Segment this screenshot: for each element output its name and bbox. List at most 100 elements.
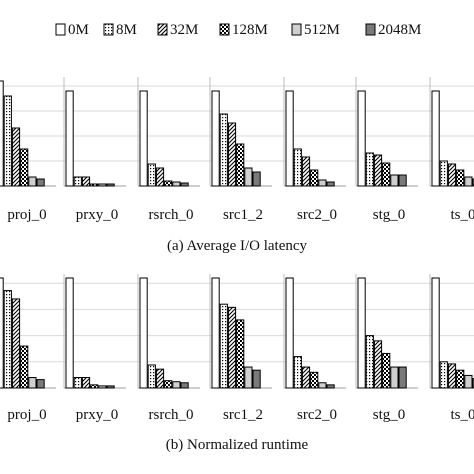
tick-label-rsrch-0: rsrch_0 [149,407,194,423]
bar-ts-0-512m [464,374,473,389]
bar-proj-0-32m [11,127,21,187]
tick-label-proj-0: proj_0 [7,407,46,423]
tick-label-stg-0: stg_0 [373,407,406,423]
bar-src1-2-512m [244,167,253,187]
bar-prxy-0-2048m [106,385,115,389]
legend-label-128m: 128M [232,22,268,38]
bar-prxy-0-8m [73,176,82,187]
bar-src2-0-128m [310,371,319,389]
tick-label-src2-0: src2_0 [297,207,337,223]
bar-rsrch-0-512m [172,181,181,187]
bar-src1-2-128m [236,319,245,389]
bar-ts-0-0m [431,277,440,389]
panel-normalized-runtime: proj_0 prxy_0 rsrch_0 src1_2 src2_0 stg_0 ts_0… [0,274,474,453]
bar-stg-0-0m [357,90,366,187]
bar-stg-0-8m [365,152,374,187]
legend-label-32m: 32M [170,22,198,38]
tick-label-prxy-0: prxy_0 [76,207,119,223]
bar-rsrch-0-32m [155,167,165,187]
bar-stg-0-32m [373,340,383,389]
legend-swatch-512m [291,23,302,36]
bar-proj-0-0m [0,80,4,187]
legend-swatch-0m [55,23,66,36]
legend-swatch-2048m [365,23,376,36]
chart-legend: 0M 8M 32M 128M 512M 2048M [55,22,421,38]
legend-label-512m: 512M [304,22,340,38]
bar-src1-2-8m [219,113,228,187]
bar-ts-0-128m [456,369,465,389]
bar-prxy-0-32m [81,176,91,187]
bar-proj-0-128m [20,148,29,187]
bar-ts-0-128m [456,169,465,187]
bar-rsrch-0-0m [139,277,148,389]
bar-src1-2-0m [211,90,220,187]
bar-proj-0-0m [0,277,4,389]
bar-stg-0-128m [382,162,391,187]
bar-rsrch-0-128m [164,180,173,187]
bar-rsrch-0-2048m [180,382,189,389]
bar-src1-2-2048m [252,369,261,389]
bar-prxy-0-512m [98,183,107,187]
bar-src1-2-8m [219,303,228,389]
panel-caption: (b) Normalized runtime [166,437,309,453]
bar-stg-0-512m [390,366,399,389]
legend-label-2048m: 2048M [378,22,421,38]
bar-src2-0-32m [301,366,311,389]
bar-proj-0-8m [3,95,12,187]
bar-prxy-0-32m [81,377,91,389]
bar-src2-0-512m [318,382,327,389]
bar-stg-0-128m [382,352,391,389]
tick-label-rsrch-0: rsrch_0 [149,207,194,223]
bar-proj-0-32m [11,298,21,389]
tick-label-src1-2: src1_2 [223,407,263,423]
bar-prxy-0-0m [65,90,74,187]
legend-swatch-128m [219,23,230,36]
bar-stg-0-8m [365,335,374,389]
bar-stg-0-2048m [398,174,407,187]
tick-label-src2-0: src2_0 [297,407,337,423]
bar-proj-0-2048m [36,379,45,389]
legend-label-8m: 8M [116,22,137,38]
bar-proj-0-512m [28,176,37,187]
bar-src1-2-32m [227,122,237,187]
bar-src1-2-128m [236,143,245,187]
bar-src2-0-8m [293,356,302,389]
bar-ts-0-512m [464,176,473,187]
tick-label-src1-2: src1_2 [223,207,263,223]
bar-src2-0-512m [318,179,327,187]
tick-label-prxy-0: prxy_0 [76,407,119,423]
bar-src1-2-512m [244,366,253,389]
bar-ts-0-32m [447,163,457,187]
bar-src2-0-0m [285,90,294,187]
bar-src2-0-8m [293,148,302,187]
bar-prxy-0-128m [90,183,99,187]
bar-prxy-0-512m [98,385,107,389]
bar-proj-0-512m [28,377,37,389]
bar-prxy-0-2048m [106,183,115,187]
bar-src2-0-0m [285,277,294,389]
tick-label-proj-0: proj_0 [7,207,46,223]
bar-ts-0-8m [439,160,448,187]
bar-ts-0-32m [447,363,457,389]
bar-prxy-0-8m [73,377,82,389]
bar-src2-0-32m [301,156,311,187]
bar-proj-0-8m [3,290,12,389]
legend-swatch-32m [157,23,168,36]
bar-rsrch-0-8m [147,364,156,389]
bar-src2-0-2048m [326,384,335,389]
bar-stg-0-32m [373,154,383,187]
bar-rsrch-0-128m [164,380,173,389]
panel-average-io-latency: proj_0 prxy_0 rsrch_0 src1_2 src2_0 stg_0 ts_0… [0,77,474,254]
tick-label-ts-0: ts_0 [450,207,474,223]
tick-label-stg-0: stg_0 [373,207,406,223]
bar-proj-0-128m [20,345,29,389]
bar-rsrch-0-512m [172,381,181,389]
bar-rsrch-0-8m [147,163,156,187]
bar-src1-2-2048m [252,171,261,187]
legend-swatch-8m [103,23,114,36]
bar-ts-0-8m [439,361,448,389]
bar-ts-0-0m [431,90,440,187]
bar-stg-0-2048m [398,366,407,389]
bar-rsrch-0-2048m [180,182,189,187]
